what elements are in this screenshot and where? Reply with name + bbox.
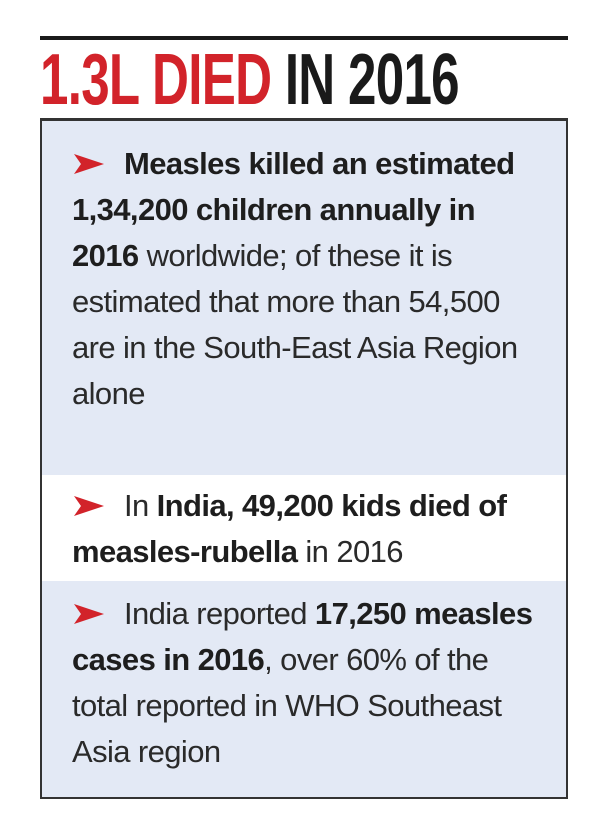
bullet-arrow xyxy=(74,496,104,516)
top-rule xyxy=(40,36,568,40)
fact-box: Measles killed an estimated 1,34,200 chi… xyxy=(40,118,568,799)
headline: 1.3L DIED IN 2016 xyxy=(40,44,460,116)
bold-text: 17,250 measles cases in 2016 xyxy=(72,596,533,677)
bold-text: India, 49,200 kids died of measles-rubel… xyxy=(72,488,507,569)
bullet-item: India reported 17,250 measles cases in 2… xyxy=(42,581,566,797)
bullet-item: Measles killed an estimated 1,34,200 chi… xyxy=(42,121,566,475)
bullet-arrow xyxy=(74,154,104,174)
headline-rest: IN 2016 xyxy=(284,40,460,120)
headline-highlight: 1.3L DIED xyxy=(40,40,272,120)
bullet-item: In India, 49,200 kids died of measles-ru… xyxy=(42,475,566,581)
body-text: In xyxy=(124,488,157,523)
bullet-arrow xyxy=(74,604,104,624)
body-text: in 2016 xyxy=(297,534,403,569)
body-text: India reported xyxy=(124,596,315,631)
body-text: , over 60% of the total reported in WHO … xyxy=(72,642,502,769)
bold-text: Measles killed an estimated 1,34,200 chi… xyxy=(72,146,515,273)
body-text: worldwide; of these it is estimated that… xyxy=(72,238,518,411)
